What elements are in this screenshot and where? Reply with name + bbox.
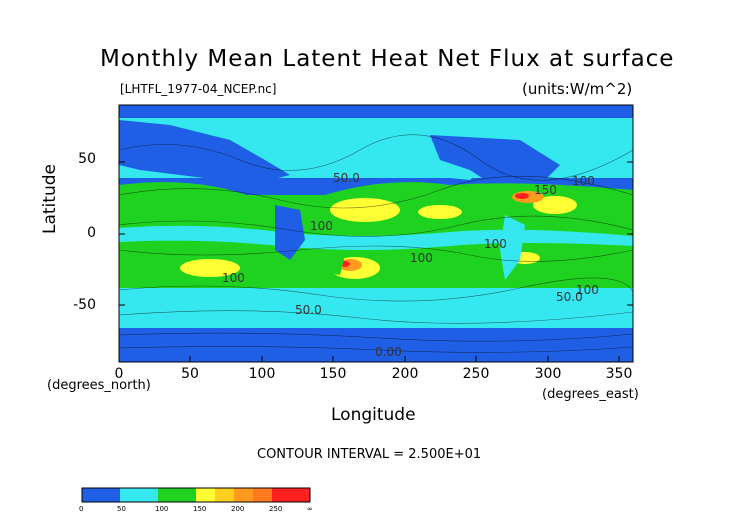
flux-patch (533, 196, 577, 214)
contour-labels: 50.0 150 100 100 100 100 100 100 50.0 50… (222, 171, 599, 359)
colorbar-swatch (139, 488, 159, 502)
x-tick-label: 300 (534, 366, 562, 382)
colorbar-swatch (120, 488, 140, 502)
x-tick-label: 200 (391, 366, 419, 382)
y-tick-label: 50 (78, 151, 96, 167)
colorbar-swatch (82, 488, 102, 502)
contour-label: 100 (572, 174, 595, 188)
x-tick-label: 100 (248, 366, 276, 382)
y-tick-label: -50 (73, 297, 96, 313)
x-axis-label: Longitude (331, 405, 416, 425)
colorbar-swatch (196, 488, 216, 502)
contour-label: 100 (310, 219, 333, 233)
field-band (119, 330, 633, 362)
colorbar-frame (81, 487, 311, 503)
file-name-label: [LHTFL_1977-04_NCEP.nc] (120, 82, 277, 96)
contour-interval-text: CONTOUR INTERVAL = 2.500E+01 (257, 447, 482, 462)
colorbar-label: 100 (155, 505, 169, 513)
flux-patch (515, 193, 529, 199)
x-tick-label: 250 (462, 366, 490, 382)
flux-patch (330, 198, 400, 222)
colorbar-label: ∞ (307, 505, 313, 513)
colorbar-label: 0 (79, 505, 84, 513)
contour-label: 50.0 (556, 290, 583, 304)
map-field (119, 105, 633, 362)
y-axis-units: (degrees_north) (47, 378, 151, 393)
colorbar-swatch (253, 488, 273, 502)
x-tick-label: 350 (605, 366, 633, 382)
contour-label: 0.00 (375, 345, 402, 359)
flux-patch (418, 205, 462, 219)
flux-patch (180, 259, 240, 277)
colorbar-label: 50 (117, 505, 126, 513)
land-mass (320, 250, 345, 275)
contour-label: 100 (576, 283, 599, 297)
colorbar-swatch (177, 488, 197, 502)
units-label: (units:W/m^2) (522, 80, 633, 98)
colorbar-label: 200 (231, 505, 245, 513)
colorbar-label: 250 (269, 505, 283, 513)
colorbar-swatch (272, 488, 292, 502)
colorbar-swatch (291, 488, 311, 502)
contour-lines (119, 134, 633, 353)
y-tick-label: 0 (87, 225, 96, 241)
colorbar-label: 150 (193, 505, 207, 513)
colorbar (81, 487, 311, 503)
contour-label: 100 (484, 237, 507, 251)
x-tick-label: 50 (181, 366, 199, 382)
field-band (119, 182, 633, 215)
colorbar-swatch (215, 488, 235, 502)
contour-label: 100 (410, 251, 433, 265)
contour-label: 100 (222, 271, 245, 285)
chart-title: Monthly Mean Latent Heat Net Flux at sur… (100, 46, 675, 72)
contour-label: 50.0 (295, 303, 322, 317)
colorbar-swatch (234, 488, 254, 502)
contour-label: 50.0 (333, 171, 360, 185)
contour-label: 150 (534, 183, 557, 197)
land-mass (275, 205, 305, 260)
land-mass (500, 215, 525, 280)
field-band (119, 288, 633, 328)
land-mass (119, 120, 290, 185)
axis-ticks (118, 161, 633, 362)
x-tick-label: 0 (114, 366, 124, 382)
x-axis-units: (degrees_east) (542, 387, 639, 402)
colorbar-swatch (158, 488, 178, 502)
colorbar-swatch (101, 488, 121, 502)
x-tick-label: 150 (319, 366, 347, 382)
